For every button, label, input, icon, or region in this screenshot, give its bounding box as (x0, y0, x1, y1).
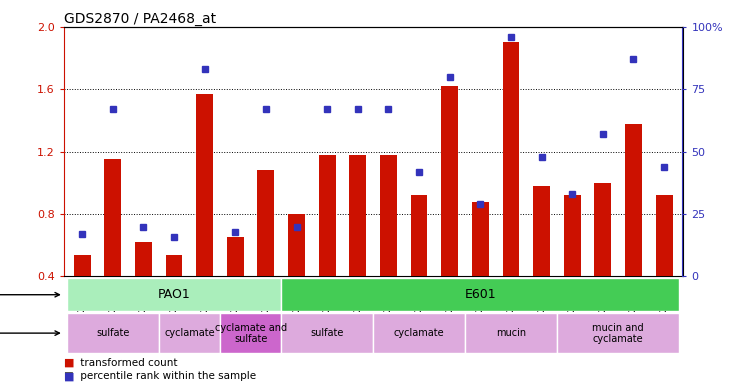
Bar (441, 86, 458, 276)
Text: E601: E601 (464, 288, 496, 301)
Bar (226, 237, 244, 276)
Text: mucin and
cyclamate: mucin and cyclamate (592, 323, 644, 344)
Text: mucin: mucin (496, 328, 526, 338)
Bar (220, 313, 281, 353)
Text: sulfate: sulfate (310, 328, 344, 338)
Text: cyclamate: cyclamate (164, 328, 214, 338)
Bar (196, 94, 213, 276)
Bar (257, 170, 274, 276)
Text: sulfate: sulfate (96, 328, 130, 338)
Bar (135, 242, 152, 276)
Bar (411, 195, 428, 276)
Bar (465, 313, 557, 353)
Text: ■: ■ (64, 371, 74, 381)
Bar (281, 313, 374, 353)
Bar (373, 313, 465, 353)
Bar (319, 155, 335, 276)
Bar (557, 313, 680, 353)
Bar (281, 278, 680, 311)
Bar (503, 43, 520, 276)
Bar (350, 155, 366, 276)
Text: cyclamate and
sulfate: cyclamate and sulfate (214, 323, 286, 344)
Bar (104, 159, 122, 276)
Bar (533, 186, 550, 276)
Bar (380, 155, 397, 276)
Text: growth protocol: growth protocol (0, 328, 59, 338)
Text: ■  percentile rank within the sample: ■ percentile rank within the sample (64, 371, 256, 381)
Text: ■: ■ (64, 358, 74, 368)
Bar (656, 195, 673, 276)
Bar (67, 313, 159, 353)
Bar (472, 202, 489, 276)
Bar (288, 214, 305, 276)
Text: strain: strain (0, 290, 59, 300)
Bar (625, 124, 642, 276)
Text: GDS2870 / PA2468_at: GDS2870 / PA2468_at (64, 12, 216, 26)
Bar (564, 195, 580, 276)
Bar (74, 255, 91, 276)
Text: ■  transformed count: ■ transformed count (64, 358, 177, 368)
Bar (166, 255, 182, 276)
Bar (159, 313, 220, 353)
Text: PAO1: PAO1 (158, 288, 190, 301)
Bar (595, 183, 611, 276)
Bar (67, 278, 281, 311)
Text: cyclamate: cyclamate (394, 328, 445, 338)
